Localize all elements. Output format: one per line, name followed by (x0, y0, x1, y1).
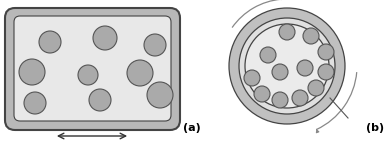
Circle shape (318, 44, 334, 60)
Circle shape (297, 60, 313, 76)
FancyBboxPatch shape (5, 8, 180, 130)
Circle shape (24, 92, 46, 114)
Circle shape (229, 8, 345, 124)
Circle shape (279, 24, 295, 40)
Circle shape (89, 89, 111, 111)
Circle shape (292, 90, 308, 106)
Circle shape (260, 47, 276, 63)
Circle shape (39, 31, 61, 53)
Circle shape (245, 24, 329, 108)
Text: (b): (b) (366, 123, 384, 133)
Circle shape (254, 86, 270, 102)
Circle shape (93, 26, 117, 50)
Circle shape (19, 59, 45, 85)
Circle shape (147, 82, 173, 108)
Circle shape (318, 64, 334, 80)
Circle shape (303, 28, 319, 44)
Circle shape (239, 18, 335, 114)
Text: (a): (a) (183, 123, 201, 133)
Circle shape (272, 64, 288, 80)
Circle shape (78, 65, 98, 85)
Circle shape (144, 34, 166, 56)
FancyBboxPatch shape (14, 16, 171, 121)
Circle shape (308, 80, 324, 96)
Circle shape (244, 70, 260, 86)
Circle shape (272, 92, 288, 108)
Circle shape (127, 60, 153, 86)
